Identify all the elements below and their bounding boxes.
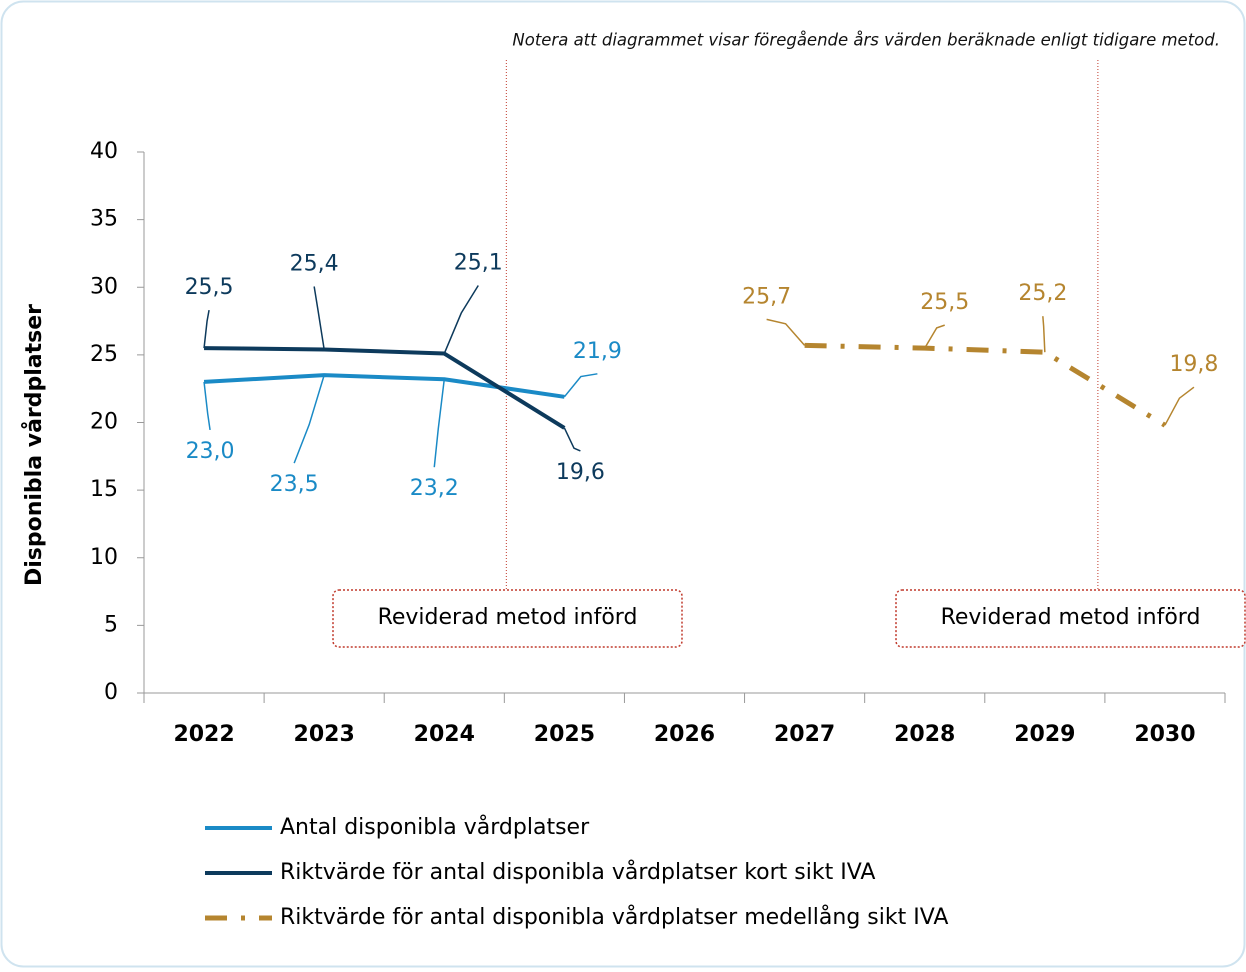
annotation-box	[895, 589, 1246, 648]
y-tick-label: 35	[90, 207, 118, 232]
x-tick-label: 2026	[654, 722, 715, 747]
annotation-box	[332, 589, 683, 648]
data-label: 25,4	[290, 251, 339, 276]
data-label: 23,5	[270, 472, 319, 497]
leader-line	[313, 286, 325, 350]
series-line	[203, 373, 565, 399]
leader-line	[1042, 316, 1046, 353]
x-tick-label: 2025	[534, 722, 595, 747]
legend-label: Riktvärde för antal disponibla vårdplats…	[280, 859, 875, 885]
leader-line	[443, 285, 479, 354]
y-tick-label: 10	[90, 545, 118, 570]
y-tick-label: 20	[90, 410, 118, 435]
y-tick-label: 5	[104, 612, 118, 637]
note: Notera att diagrammet visar föregående å…	[512, 31, 1220, 50]
data-label: 25,5	[920, 290, 969, 315]
leader-line	[203, 381, 211, 431]
data-label: 21,9	[573, 339, 622, 364]
x-tick-label: 2022	[173, 722, 234, 747]
data-label: 25,1	[454, 251, 503, 276]
legend-label: Antal disponibla vårdplatser	[280, 814, 590, 840]
leader-line	[563, 427, 581, 452]
leader-line	[766, 318, 806, 346]
x-tick-label: 2030	[1134, 722, 1195, 747]
data-label: 25,5	[185, 275, 234, 300]
data-label: 25,7	[742, 284, 791, 309]
x-tick-label: 2029	[1014, 722, 1075, 747]
x-tick-label: 2028	[894, 722, 955, 747]
x-tick-label: 2027	[774, 722, 835, 747]
x-tick-label: 2023	[294, 722, 355, 747]
leader-line	[563, 373, 598, 398]
data-label: 19,8	[1169, 352, 1218, 377]
y-tick-label: 30	[90, 274, 118, 299]
leader-line	[293, 374, 325, 464]
y-tick-label: 25	[90, 342, 118, 367]
leader-line	[924, 324, 945, 349]
legend-label: Riktvärde för antal disponibla vårdplats…	[280, 904, 948, 930]
annotation: Reviderad metod införd	[378, 605, 638, 630]
series-line	[804, 342, 1167, 428]
annotation: Reviderad metod införd	[941, 605, 1201, 630]
leader-line	[1164, 386, 1195, 426]
data-label: 23,0	[186, 439, 235, 464]
data-label: 19,6	[556, 460, 605, 485]
y-axis-label: Disponibla vårdplatser	[21, 304, 47, 586]
y-tick-label: 15	[90, 477, 118, 502]
data-label: 23,2	[410, 476, 459, 501]
y-tick-label: 40	[90, 139, 118, 164]
leader-line	[203, 309, 210, 349]
series-line	[204, 346, 566, 430]
y-tick-label: 0	[104, 680, 118, 705]
x-tick-label: 2024	[414, 722, 475, 747]
data-label: 25,2	[1018, 281, 1067, 306]
leader-line	[433, 379, 446, 468]
